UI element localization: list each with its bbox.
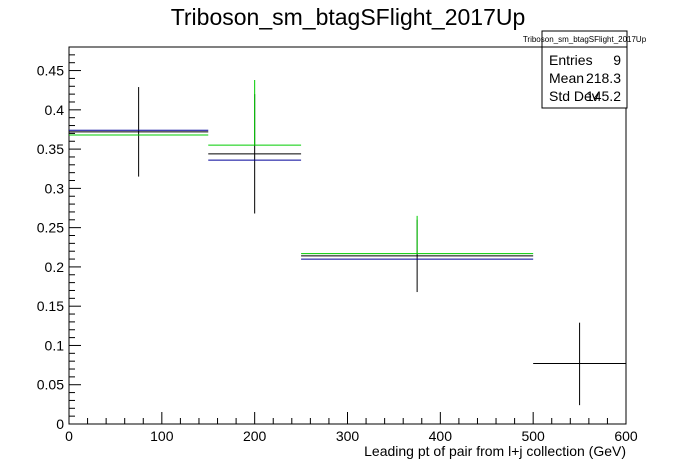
y-tick-label: 0.35 — [37, 141, 64, 157]
plot-title: Triboson_sm_btagSFlight_2017Up — [171, 4, 526, 30]
stats-mean-value: 218.3 — [586, 70, 621, 86]
x-tick-label: 500 — [521, 428, 545, 444]
x-tick-label: 600 — [614, 428, 638, 444]
y-tick-label: 0.3 — [45, 180, 65, 196]
x-tick-label: 200 — [243, 428, 267, 444]
y-tick-label: 0.45 — [37, 63, 64, 79]
y-tick-label: 0.2 — [45, 259, 65, 275]
stats-box-title: Triboson_sm_btagSFlight_2017Up — [523, 35, 647, 44]
data-layer — [69, 79, 626, 406]
x-tick-label: 0 — [65, 428, 73, 444]
y-tick-label: 0 — [56, 416, 64, 432]
y-tick-label: 0.1 — [45, 337, 65, 353]
stats-stddev-label: Std Dev — [549, 88, 599, 104]
x-axis-label: Leading pt of pair from l+j collection (… — [364, 443, 626, 459]
stats-box: Triboson_sm_btagSFlight_2017Up Entries 9… — [523, 30, 647, 109]
axis-ticks — [68, 46, 627, 425]
stats-box-frame — [541, 30, 628, 109]
y-tick-label: 0.05 — [37, 377, 64, 393]
y-tick-label: 0.15 — [37, 298, 64, 314]
x-tick-label: 100 — [150, 428, 174, 444]
stats-mean-label: Mean — [549, 70, 584, 86]
stats-entries-label: Entries — [549, 52, 593, 68]
x-tick-label: 300 — [336, 428, 360, 444]
tick-labels: 0 0.05 0.1 0.15 0.2 0.25 0.3 0.35 0.4 0.45 0 100 200… — [37, 63, 638, 444]
y-tick-label: 0.4 — [45, 102, 65, 118]
stats-entries-value: 9 — [613, 52, 621, 68]
stats-stddev-value: 145.2 — [586, 88, 621, 104]
x-tick-label: 400 — [429, 428, 453, 444]
y-tick-label: 0.25 — [37, 220, 64, 236]
